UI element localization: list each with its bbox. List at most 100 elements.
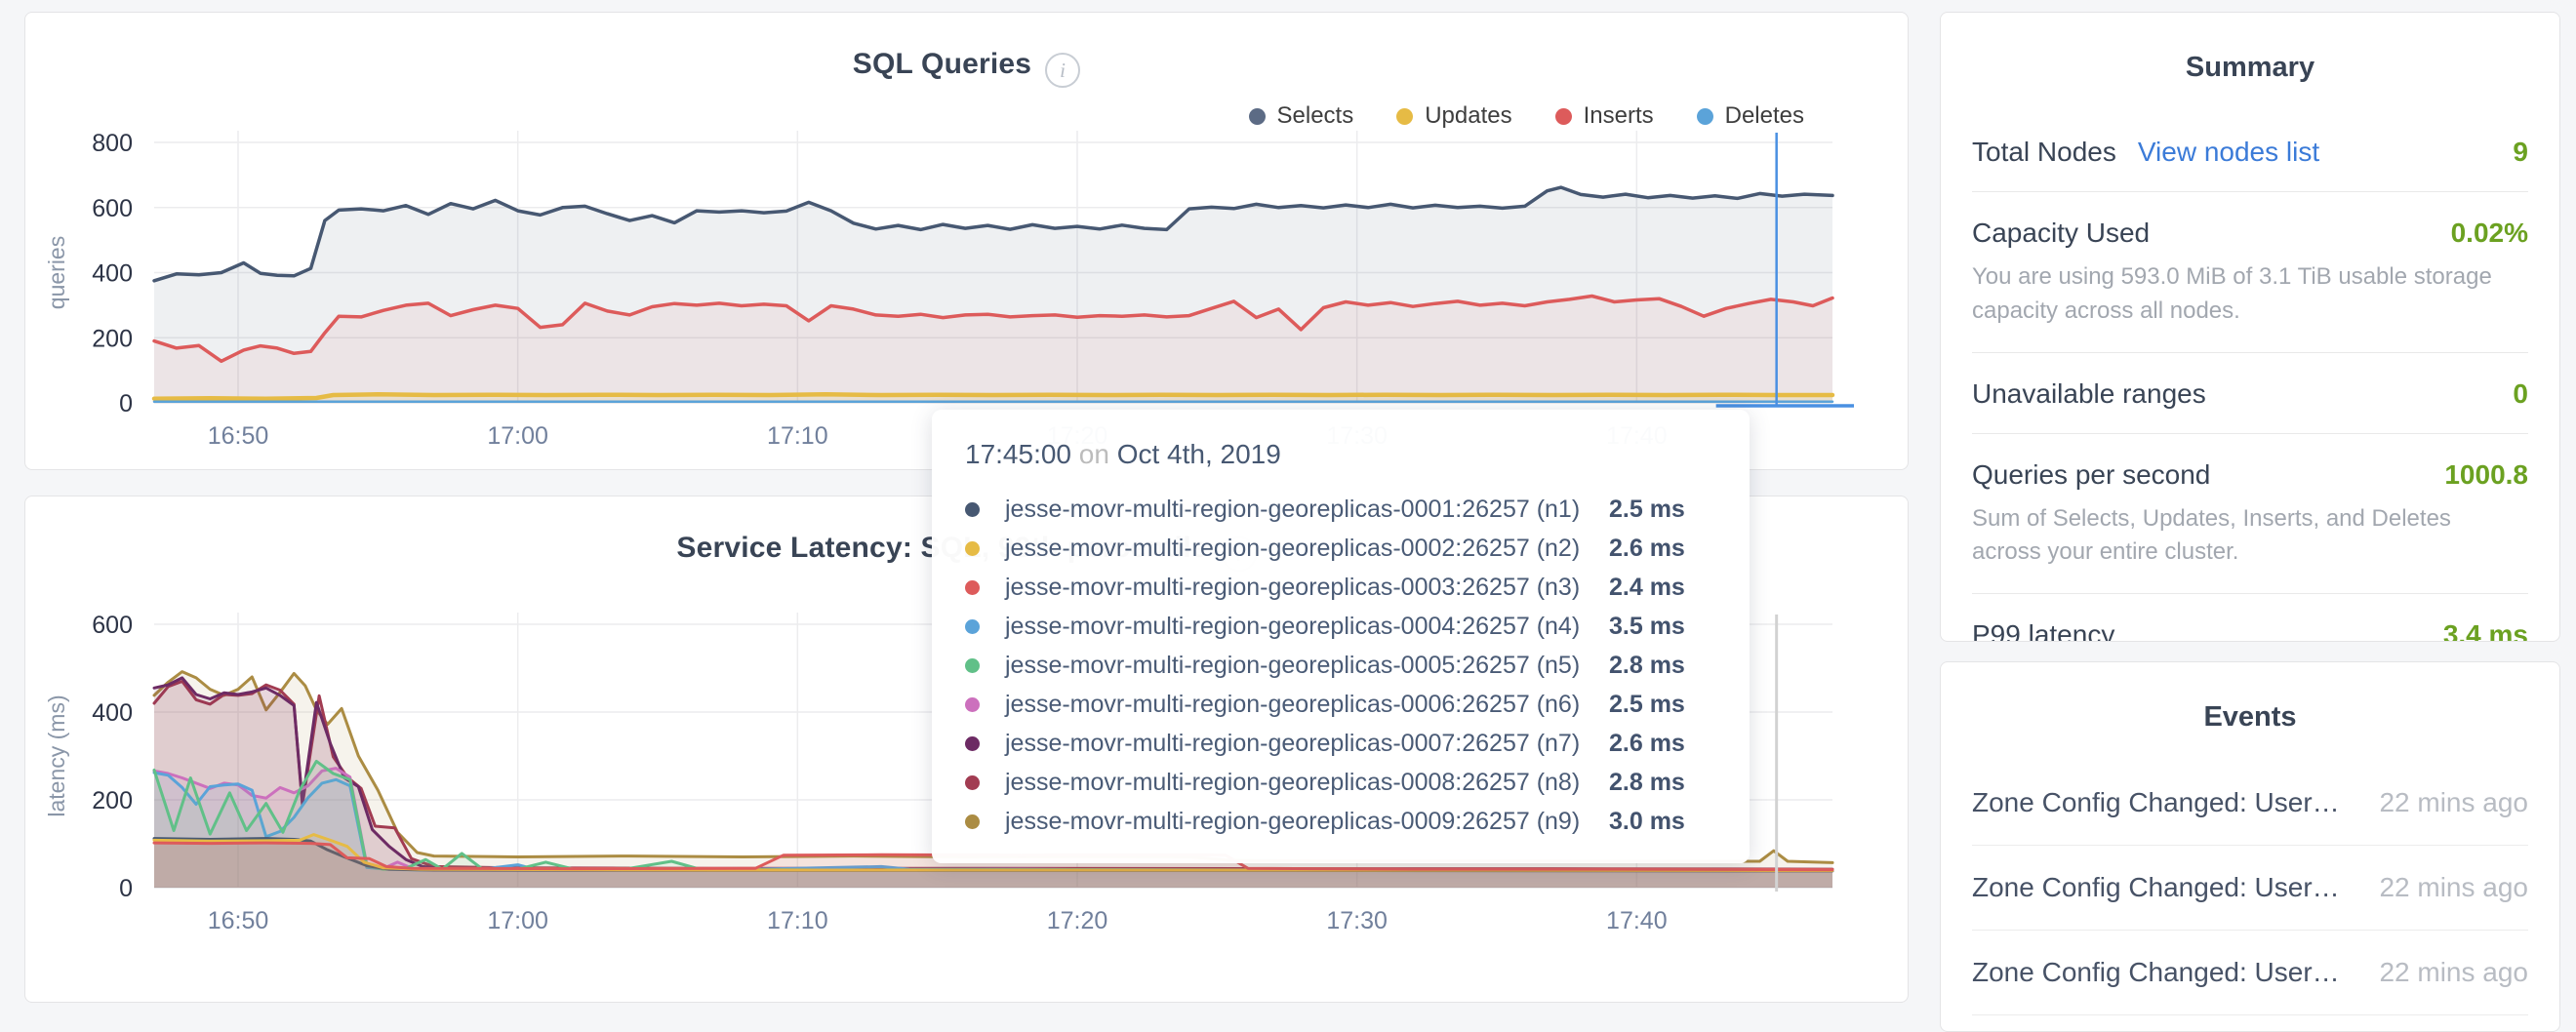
page: { "accent_colors": { "link_blue": "#3b7b… [24, 12, 2560, 1032]
sql-queries-title: SQL Queries [852, 48, 1032, 80]
node-latency-value: 3.5 ms [1609, 612, 1685, 640]
series-area-Selects [154, 187, 1832, 403]
node-label: jesse-movr-multi-region-georeplicas-0005… [1005, 651, 1581, 679]
qps-value: 1000.8 [2444, 458, 2528, 490]
tooltip-on-word: on [1078, 439, 1109, 469]
capacity-used-value: 0.02% [2450, 218, 2528, 248]
tooltip-node-row: jesse-movr-multi-region-georeplicas-0008… [965, 763, 1716, 802]
y-axis-title: latency (ms) [44, 695, 69, 816]
series-line-n2 [152, 833, 1834, 872]
tooltip-date: Oct 4th, 2019 [1116, 439, 1281, 469]
node-label: jesse-movr-multi-region-georeplicas-0001… [1005, 495, 1581, 523]
summary-row-unavailable-ranges: Unavailable ranges 0 [1972, 353, 2528, 434]
x-tick-label: 16:50 [208, 907, 269, 934]
legend-dot [1554, 107, 1572, 125]
legend-label: Updates [1425, 102, 1512, 129]
legend-dot [1396, 107, 1414, 125]
node-label: jesse-movr-multi-region-georeplicas-0004… [1005, 612, 1581, 640]
tooltip-node-row: jesse-movr-multi-region-georeplicas-0003… [965, 568, 1716, 607]
node-color-dot [965, 814, 980, 829]
series-area-n1 [154, 838, 1832, 888]
tooltip-rows: jesse-movr-multi-region-georeplicas-0001… [965, 490, 1716, 841]
event-time: 22 mins ago [2379, 872, 2528, 902]
total-nodes-label: Total Nodes [1972, 137, 2116, 167]
node-label: jesse-movr-multi-region-georeplicas-0009… [1005, 807, 1581, 835]
tooltip-node-row: jesse-movr-multi-region-georeplicas-0007… [965, 724, 1716, 763]
node-latency-value: 2.5 ms [1609, 690, 1685, 718]
event-label: Zone Config Changed: User… [1972, 787, 2340, 817]
tooltip-node-row: jesse-movr-multi-region-georeplicas-0004… [965, 607, 1716, 646]
series-line-Selects [152, 185, 1834, 283]
event-row: Zone Config Changed: User… 22 mins ago [1972, 761, 2528, 846]
node-label: jesse-movr-multi-region-georeplicas-0003… [1005, 573, 1581, 601]
summary-panel: Summary Total Nodes View nodes list 9 Ca… [1940, 12, 2560, 642]
view-nodes-list-link[interactable]: View nodes list [2137, 137, 2320, 167]
event-label: Zone Config Changed: User… [1972, 957, 2340, 987]
y-tick-label: 400 [92, 699, 133, 727]
node-latency-value: 2.8 ms [1609, 768, 1685, 796]
x-tick-label: 17:20 [1047, 907, 1108, 934]
y-tick-label: 200 [92, 787, 133, 814]
series-area-n6 [154, 768, 1832, 888]
y-tick-label: 0 [119, 875, 133, 902]
summary-title: Summary [2185, 52, 2315, 83]
events-panel: Events Zone Config Changed: User… 22 mins… [1940, 661, 2560, 1032]
sql-queries-chart-canvas[interactable]: 020040060080016:5017:0017:1017:2017:3017… [25, 13, 1908, 469]
series-area-n8 [154, 681, 1832, 888]
capacity-used-label: Capacity Used [1972, 218, 2151, 248]
chart1-legend: Selects Updates Inserts Deletes [1248, 102, 1804, 130]
node-latency-value: 2.6 ms [1609, 534, 1685, 562]
tooltip-time: 17:45:00 [965, 439, 1071, 469]
unavailable-ranges-value: 0 [2513, 377, 2528, 409]
legend-dot [1696, 107, 1713, 125]
sql-queries-chart-card: 020040060080016:5017:0017:1017:2017:3017… [24, 12, 1909, 470]
series-area-n9 [154, 671, 1832, 888]
summary-row-capacity-used: Capacity Used 0.02% You are using 593.0 … [1972, 192, 2528, 353]
x-tick-label: 17:10 [767, 907, 828, 934]
y-tick-label: 600 [92, 195, 133, 222]
series-line-Updates [151, 392, 1835, 401]
node-latency-value: 2.8 ms [1609, 651, 1685, 679]
x-tick-label: 17:40 [1606, 907, 1668, 934]
legend-item-deletes: Deletes [1696, 102, 1804, 130]
qps-label: Queries per second [1972, 458, 2211, 490]
qps-caption: Sum of Selects, Updates, Inserts, and De… [1972, 504, 2451, 566]
series-area-n7 [154, 677, 1832, 888]
event-time: 22 mins ago [2379, 787, 2528, 817]
legend-item-selects: Selects [1248, 102, 1354, 130]
series-area-n3 [154, 843, 1832, 888]
sql-queries-title-row: SQL Queries i [25, 48, 1908, 88]
node-color-dot [965, 774, 980, 790]
summary-rows: Total Nodes View nodes list 9 Capacity U… [1941, 84, 2559, 642]
summary-row-total-nodes: Total Nodes View nodes list 9 [1972, 111, 2528, 192]
x-tick-label: 17:00 [487, 907, 548, 934]
node-label: jesse-movr-multi-region-georeplicas-0006… [1005, 690, 1581, 718]
summary-row-qps: Queries per second 1000.8 Sum of Selects… [1972, 434, 2528, 595]
capacity-used-caption: You are using 593.0 MiB of 3.1 TiB usabl… [1972, 263, 2492, 324]
service-latency-chart-canvas[interactable]: 0 200 400 600 16:50 17:00 17:10 17:20 17:30 17:40… [25, 496, 1908, 1002]
x-tick-label: 17:30 [1326, 907, 1388, 934]
tooltip-node-row: jesse-movr-multi-region-georeplicas-0005… [965, 646, 1716, 685]
tooltip-timestamp: 17:45:00 on Oct 4th, 2019 [965, 439, 1716, 470]
legend-item-inserts: Inserts [1554, 102, 1654, 130]
series-line-n3 [152, 841, 1834, 872]
total-nodes-value: 9 [2513, 137, 2528, 167]
node-color-dot [965, 579, 980, 595]
x-tick-label: 16:50 [208, 422, 269, 450]
series-area-n2 [154, 834, 1832, 888]
event-label: Zone Config Changed: User… [1972, 872, 2340, 902]
y-axis-title: queries [44, 236, 69, 309]
events-title: Events [2203, 701, 2297, 733]
tooltip-node-row: jesse-movr-multi-region-georeplicas-0009… [965, 802, 1716, 841]
event-row: Zone Config Changed: User… 22 mins ago [1972, 846, 2528, 931]
node-color-dot [965, 657, 980, 673]
y-tick-label: 0 [119, 390, 133, 417]
info-icon[interactable]: i [1045, 53, 1081, 88]
x-tick-label: 17:00 [487, 422, 548, 450]
node-label: jesse-movr-multi-region-georeplicas-0002… [1005, 534, 1581, 562]
node-latency-value: 2.6 ms [1609, 729, 1685, 757]
p99-latency-label: P99 latency [1972, 619, 2115, 642]
legend-label: Selects [1276, 102, 1354, 129]
y-tick-label: 400 [92, 260, 133, 288]
x-tick-label: 17:10 [767, 422, 828, 450]
